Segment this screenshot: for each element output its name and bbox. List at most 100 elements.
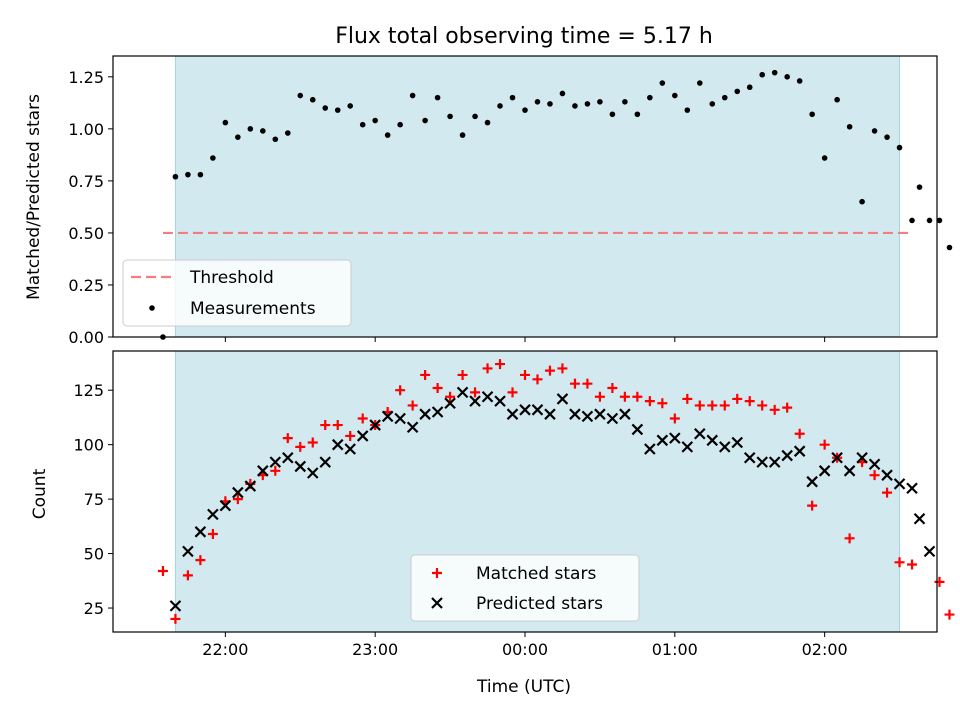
predicted-star-point: [906, 482, 918, 495]
measurement-point: [522, 107, 528, 113]
measurement-point: [447, 113, 453, 120]
matched-star-point: [395, 385, 406, 396]
y-tick-label: 0.25: [68, 276, 104, 295]
matched-star-point: [207, 528, 218, 539]
predicted-star-point: [923, 545, 936, 558]
predicted-star-point: [594, 408, 606, 420]
matched-star-point: [794, 428, 805, 439]
matched-star-point: [619, 391, 630, 402]
matched-star-point: [657, 398, 668, 409]
legend-matched-label: Matched stars: [476, 564, 596, 584]
matched-star-point: [944, 609, 955, 620]
y-tick-label: 25: [84, 599, 104, 618]
matched-star-point: [732, 393, 743, 404]
measurement-point: [946, 244, 953, 251]
measurement-point: [422, 117, 428, 124]
measurement-point: [172, 173, 179, 180]
matched-star-point: [682, 393, 693, 404]
legend-bottom: Matched stars Predicted stars: [410, 554, 640, 622]
matched-star-point: [744, 396, 755, 407]
predicted-star-point: [818, 465, 831, 477]
matched-star-point: [320, 420, 331, 431]
measurement-point: [896, 144, 903, 151]
matched-star-point: [757, 400, 768, 411]
matched-star-point: [195, 555, 206, 566]
predicted-star-point: [244, 480, 257, 492]
measurement-point: [459, 132, 466, 138]
matched-star-point: [544, 365, 555, 376]
measurement-point: [884, 134, 890, 140]
legend-measurements-swatch: [149, 305, 155, 311]
measurement-point: [509, 94, 516, 101]
x-tick-label: 01:00: [652, 640, 698, 659]
predicted-star-point: [494, 395, 506, 407]
y-tick-label: 75: [84, 490, 104, 509]
matched-star-point: [632, 391, 643, 402]
measurement-point: [771, 69, 778, 76]
matched-star-point: [594, 391, 605, 402]
predicted-star-point: [718, 441, 731, 453]
matched-star-point: [495, 359, 506, 370]
measurement-point: [434, 94, 441, 101]
predicted-star-point: [569, 408, 581, 420]
legend-bottom-box: [410, 554, 640, 622]
measurement-point: [235, 134, 241, 140]
legend-predicted-swatch: [431, 597, 443, 609]
predicted-star-point: [793, 445, 806, 457]
measurement-point: [397, 121, 403, 128]
measurement-point: [384, 132, 391, 138]
measurement-point: [746, 84, 753, 91]
matched-star-point: [844, 533, 855, 544]
predicted-star-point: [431, 406, 444, 418]
bottom-axes-frame: [112, 350, 938, 633]
measurement-point: [260, 128, 266, 134]
top-axes-frame: [112, 55, 938, 338]
measurement-point: [684, 107, 691, 113]
matched-star-point: [907, 559, 918, 570]
predicted-star-point: [394, 412, 406, 425]
measurement-point: [372, 117, 378, 124]
x-tick-label: 23:00: [352, 640, 398, 659]
matched-star-point: [644, 396, 655, 407]
x-tick-label: 00:00: [502, 640, 548, 659]
measurement-point: [647, 94, 653, 101]
matched-star-point: [582, 378, 593, 389]
measurement-point: [297, 92, 304, 99]
chart-title: Flux total observing time = 5.17 h: [335, 24, 713, 49]
predicted-star-point: [481, 390, 494, 403]
measurement-point: [272, 136, 279, 143]
measurement-point: [484, 119, 491, 126]
legend-top: Threshold Measurements: [122, 259, 352, 327]
matched-star-point: [669, 413, 680, 424]
legend-threshold-label: Threshold: [189, 268, 274, 288]
measurement-point: [926, 217, 933, 224]
matched-star-point: [332, 420, 343, 431]
y-axis-label-top: Matched/Predicted stars: [24, 94, 44, 300]
measurement-point: [247, 126, 254, 132]
measurement-point: [222, 119, 229, 126]
predicted-star-point: [669, 432, 681, 444]
predicted-star-point: [631, 423, 644, 436]
measurement-point: [547, 101, 553, 107]
predicted-star-point: [506, 408, 519, 420]
predicted-star-point: [369, 419, 381, 431]
matched-star-point: [507, 387, 518, 398]
matched-star-point: [607, 383, 618, 394]
matched-star-point: [707, 400, 718, 411]
matched-star-point: [569, 378, 580, 389]
measurement-point: [916, 184, 923, 190]
measurement-point: [409, 92, 416, 99]
measurement-point: [759, 71, 766, 78]
y-tick-label: 0.75: [68, 172, 104, 191]
predicted-star-point: [706, 434, 719, 447]
matched-star-point: [482, 363, 493, 374]
measurement-point: [634, 111, 641, 118]
measurement-point: [936, 217, 943, 224]
predicted-star-point: [219, 499, 232, 512]
measurement-point: [309, 96, 316, 103]
matched-star-point: [282, 433, 293, 444]
x-axis-label: Time (UTC): [476, 677, 571, 697]
measurement-point: [347, 103, 354, 109]
matched-star-point: [357, 413, 368, 424]
matched-star-point: [345, 430, 356, 441]
